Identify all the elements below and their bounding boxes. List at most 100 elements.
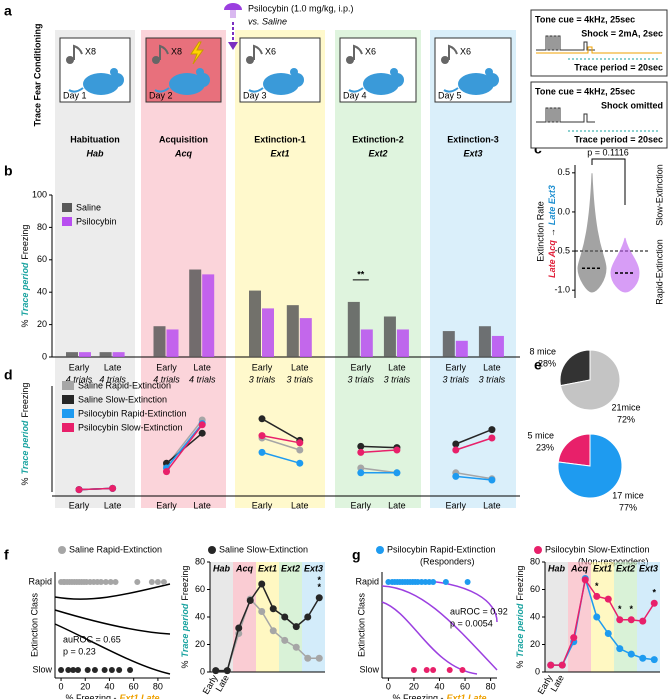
stage-abbr: Ext2 xyxy=(616,563,635,573)
mouse-ear xyxy=(290,68,298,76)
mouse-tail xyxy=(443,87,459,93)
bar xyxy=(491,335,504,357)
point xyxy=(639,617,647,625)
stage-abbr: Ext1 xyxy=(593,563,612,573)
annotation: p = 0.23 xyxy=(63,646,96,656)
legend-label: Saline Slow-Extinction xyxy=(78,394,167,404)
point xyxy=(558,661,566,669)
point xyxy=(304,654,312,662)
point xyxy=(292,623,300,631)
bar xyxy=(262,308,274,357)
pie-label: 28% xyxy=(538,358,556,368)
note-icon xyxy=(246,56,254,64)
bar xyxy=(383,316,396,357)
tone-label: Tone cue = 4kHz, 25sec xyxy=(535,14,635,24)
x-tick-note: 3 trials xyxy=(479,374,506,384)
bar xyxy=(189,269,202,357)
y-tick-label: Slow xyxy=(32,664,52,674)
bar xyxy=(153,326,166,357)
legend-label: Psilocybin Rapid-Extinction xyxy=(387,544,496,554)
y-axis-label-part: Trace period xyxy=(180,603,190,657)
series-line xyxy=(550,578,655,666)
point xyxy=(112,579,119,585)
y-axis-label-part: → xyxy=(547,228,557,237)
series-line xyxy=(215,582,320,672)
y-axis-label-part: Freezing xyxy=(20,383,30,418)
series-line xyxy=(261,418,301,442)
y-tick-label: 100 xyxy=(32,189,47,199)
p-bracket xyxy=(591,158,626,205)
tone-label: Tone cue = 4kHz, 25sec xyxy=(535,86,635,96)
stage-abbr: Ext3 xyxy=(304,563,323,573)
y-tick-label: 60 xyxy=(195,584,205,594)
mouse-body xyxy=(458,73,494,95)
pie-slice xyxy=(557,433,591,467)
x-tick-label: Early xyxy=(69,500,90,510)
point xyxy=(315,654,323,662)
x-tick-label: 0 xyxy=(386,681,391,691)
point xyxy=(98,579,104,585)
significance: * xyxy=(618,604,622,614)
tone-count: X6 xyxy=(265,46,276,56)
point xyxy=(393,446,401,454)
legend-note: (Responders) xyxy=(420,556,475,566)
significance: * xyxy=(595,581,599,591)
mushroom-icon xyxy=(224,3,242,10)
x-tick-note: 3 trials xyxy=(443,374,470,384)
mouse-tail xyxy=(248,87,264,93)
fit-curve xyxy=(54,609,171,635)
y-axis-label-part: Trace period xyxy=(20,420,30,474)
series-line xyxy=(455,475,492,481)
point xyxy=(154,579,161,585)
point xyxy=(134,579,141,585)
x-tick-label: Late xyxy=(388,500,406,510)
mouse-ear xyxy=(110,68,118,76)
y-axis-label-part: Freezing xyxy=(20,225,30,260)
stage-band xyxy=(614,562,637,672)
mouse-head xyxy=(196,73,210,87)
x-tick-label: Early xyxy=(446,500,467,510)
legend-label: Psilocybin Rapid-Extinction xyxy=(78,408,187,418)
point xyxy=(488,426,496,434)
point xyxy=(127,667,134,673)
x-tick-label: Early xyxy=(156,362,177,372)
point xyxy=(547,661,555,669)
point xyxy=(616,616,624,624)
legend-dot xyxy=(376,546,384,554)
mouse-head xyxy=(390,73,404,87)
x-tick-label: 20 xyxy=(409,681,419,691)
y-tick-label: Slow xyxy=(359,664,379,674)
x-tick-note: 4 trials xyxy=(189,374,216,384)
panel-label: a xyxy=(4,3,12,19)
x-tick-label: Late xyxy=(104,500,122,510)
mushroom-stem xyxy=(230,10,236,18)
point xyxy=(357,442,365,450)
bar xyxy=(396,329,409,357)
legend-dot xyxy=(534,546,542,554)
stage-band xyxy=(591,562,614,672)
x-tick-label: 80 xyxy=(486,681,496,691)
x-tick-label: 20 xyxy=(80,681,90,691)
series-line xyxy=(165,423,203,469)
point xyxy=(604,595,612,603)
x-tick-label: Early xyxy=(446,362,467,372)
panel-label: e xyxy=(534,357,542,373)
tone-wave xyxy=(536,35,595,51)
y-tick-label: 0 xyxy=(535,666,540,676)
panel-label: c xyxy=(534,141,542,157)
drug-arrowhead xyxy=(228,42,238,50)
day-label: Day 4 xyxy=(343,90,367,100)
x-axis-label-part: Ext1 Late xyxy=(447,693,487,699)
protocol-title: Trace Fear Conditioning xyxy=(32,23,42,126)
y-axis-label-part: Late Acq xyxy=(547,240,557,278)
y-tick-label: 20 xyxy=(530,639,540,649)
bar xyxy=(347,301,360,357)
bar xyxy=(166,329,179,357)
y-tick-label: 80 xyxy=(530,556,540,566)
bar xyxy=(202,274,215,357)
legend-dot xyxy=(208,546,216,554)
point xyxy=(198,421,206,429)
note-icon xyxy=(441,56,449,64)
y-axis-label-part: % xyxy=(20,319,30,327)
point xyxy=(650,656,658,664)
